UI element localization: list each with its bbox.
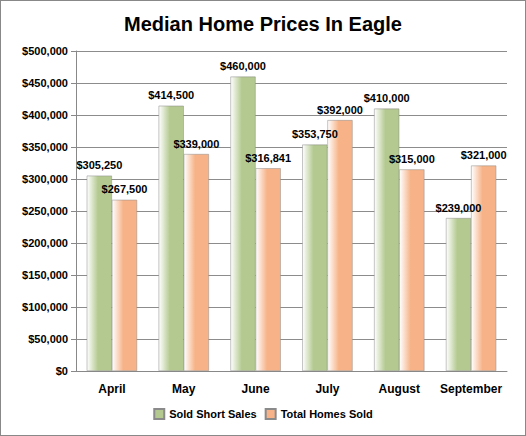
svg-text:$392,000: $392,000 [317, 104, 363, 116]
svg-text:$100,000: $100,000 [22, 301, 68, 313]
svg-text:$353,750: $353,750 [292, 128, 338, 140]
svg-text:$305,250: $305,250 [76, 159, 122, 171]
svg-text:September: September [440, 382, 502, 396]
svg-text:$250,000: $250,000 [22, 205, 68, 217]
svg-text:Sold Short Sales: Sold Short Sales [169, 408, 256, 420]
svg-text:$50,000: $50,000 [28, 333, 68, 345]
svg-text:$267,500: $267,500 [102, 183, 148, 195]
svg-text:June: June [242, 382, 270, 396]
svg-text:July: July [315, 382, 339, 396]
svg-text:$400,000: $400,000 [22, 109, 68, 121]
svg-text:$321,000: $321,000 [461, 149, 507, 161]
svg-text:$150,000: $150,000 [22, 269, 68, 281]
svg-text:$460,000: $460,000 [220, 60, 266, 72]
svg-text:$500,000: $500,000 [22, 45, 68, 57]
svg-text:April: April [98, 382, 125, 396]
svg-text:$300,000: $300,000 [22, 173, 68, 185]
svg-text:August: August [379, 382, 420, 396]
svg-text:$414,500: $414,500 [148, 89, 194, 101]
svg-text:$339,000: $339,000 [173, 138, 219, 150]
svg-text:$0: $0 [56, 365, 68, 377]
svg-text:$350,000: $350,000 [22, 141, 68, 153]
svg-text:$200,000: $200,000 [22, 237, 68, 249]
svg-text:May: May [172, 382, 196, 396]
svg-text:$316,841: $316,841 [245, 152, 291, 164]
svg-text:$450,000: $450,000 [22, 77, 68, 89]
svg-text:Total Homes Sold: Total Homes Sold [281, 408, 373, 420]
svg-text:$410,000: $410,000 [364, 92, 410, 104]
svg-text:$239,000: $239,000 [436, 202, 482, 214]
svg-text:Median Home Prices In Eagle: Median Home Prices In Eagle [124, 13, 402, 35]
svg-text:$315,000: $315,000 [389, 153, 435, 165]
